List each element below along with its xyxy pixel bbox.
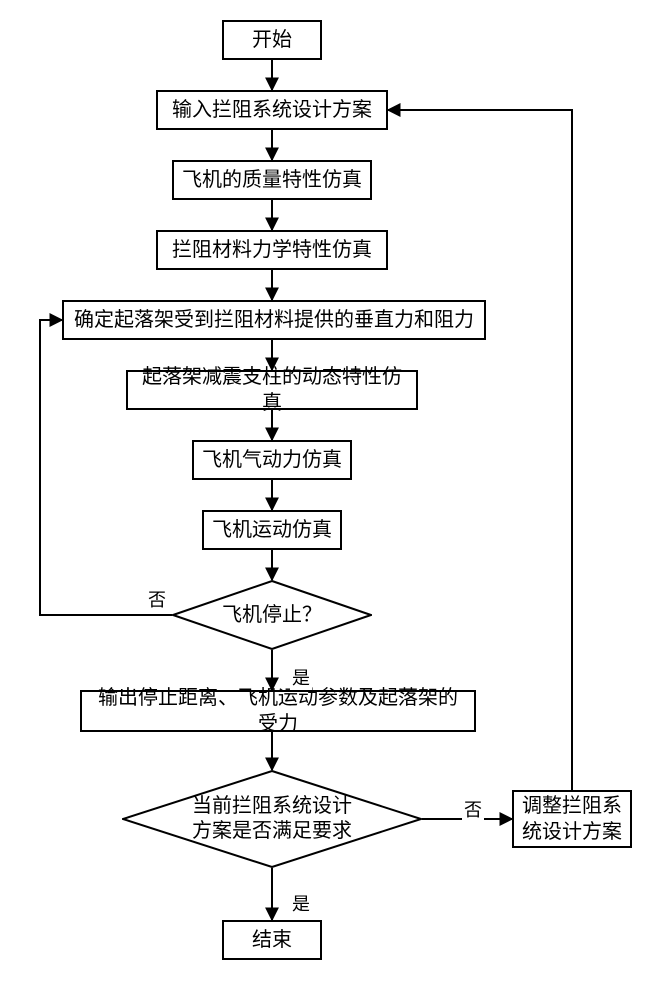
node-material-sim: 拦阻材料力学特性仿真 (156, 230, 388, 270)
node-adjust-design: 调整拦阻系 统设计方案 (512, 790, 632, 848)
node-decision-stop: 飞机停止？ (172, 580, 372, 650)
node-output: 输出停止距离、飞机运动参数及起落架的受力 (80, 690, 476, 732)
node-decision-satisfy-label: 当前拦阻系统设计 方案是否满足要求 (192, 794, 352, 844)
node-motion-sim: 飞机运动仿真 (202, 510, 342, 550)
node-strut-sim-label: 起落架减震支柱的动态特性仿真 (136, 364, 408, 416)
edge-label: 否 (462, 796, 484, 822)
node-end: 结束 (222, 920, 322, 960)
node-decision-stop-label: 飞机停止？ (222, 603, 322, 628)
node-decision-satisfy: 当前拦阻系统设计 方案是否满足要求 (122, 770, 422, 868)
node-strut-sim: 起落架减震支柱的动态特性仿真 (126, 370, 418, 410)
node-forces-label: 确定起落架受到拦阻材料提供的垂直力和阻力 (74, 307, 474, 333)
node-aero-sim-label: 飞机气动力仿真 (202, 447, 342, 473)
node-adjust-design-label: 调整拦阻系 统设计方案 (522, 793, 622, 845)
node-input-design: 输入拦阻系统设计方案 (156, 90, 388, 130)
node-mass-sim-label: 飞机的质量特性仿真 (182, 167, 362, 193)
node-end-label: 结束 (252, 927, 292, 953)
node-motion-sim-label: 飞机运动仿真 (212, 517, 332, 543)
flowchart-canvas: 开始 输入拦阻系统设计方案 飞机的质量特性仿真 拦阻材料力学特性仿真 确定起落架… (0, 0, 660, 1000)
node-input-design-label: 输入拦阻系统设计方案 (172, 97, 372, 123)
node-material-sim-label: 拦阻材料力学特性仿真 (172, 237, 372, 263)
node-mass-sim: 飞机的质量特性仿真 (172, 160, 372, 200)
edge-label: 是 (290, 890, 312, 916)
node-forces: 确定起落架受到拦阻材料提供的垂直力和阻力 (62, 300, 486, 340)
edge-label: 是 (290, 664, 312, 690)
node-output-label: 输出停止距离、飞机运动参数及起落架的受力 (90, 685, 466, 737)
node-start-label: 开始 (252, 27, 292, 53)
node-aero-sim: 飞机气动力仿真 (192, 440, 352, 480)
edge-label: 否 (146, 586, 168, 612)
node-start: 开始 (222, 20, 322, 60)
